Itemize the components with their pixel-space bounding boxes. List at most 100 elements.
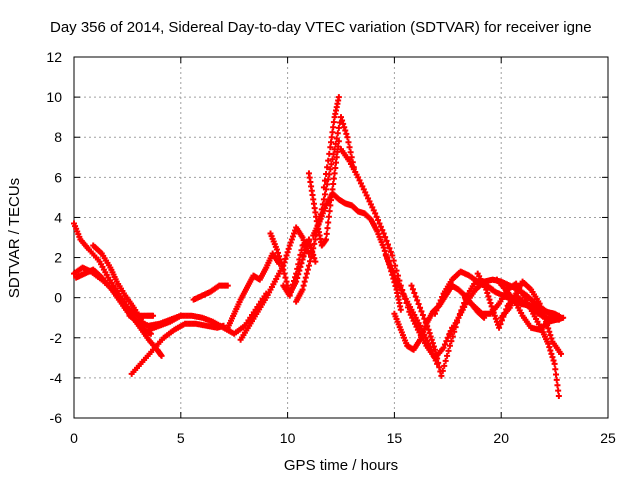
data-point xyxy=(334,130,341,137)
data-point xyxy=(387,262,394,269)
data-point xyxy=(392,275,399,282)
data-point xyxy=(278,259,285,266)
data-point xyxy=(386,245,393,252)
data-point xyxy=(497,321,504,328)
data-point xyxy=(547,332,554,339)
data-point xyxy=(437,297,444,304)
data-point xyxy=(379,227,386,234)
data-point xyxy=(433,307,440,314)
data-point xyxy=(539,309,546,316)
data-point xyxy=(489,306,496,313)
data-point xyxy=(300,253,307,260)
data-point xyxy=(555,392,562,399)
data-point xyxy=(366,198,373,205)
data-point xyxy=(487,300,494,307)
plot-frame xyxy=(73,56,609,419)
data-point xyxy=(342,127,349,134)
data-point xyxy=(431,310,438,317)
y-tick-label: 4 xyxy=(54,209,62,225)
data-point xyxy=(375,217,382,224)
data-point xyxy=(545,340,552,347)
data-point xyxy=(301,278,308,285)
data-point xyxy=(538,306,545,313)
data-point xyxy=(356,177,363,184)
data-point xyxy=(293,270,300,277)
data-point xyxy=(541,315,548,322)
data-point xyxy=(547,347,554,354)
series-track-12 xyxy=(280,238,319,299)
data-point xyxy=(548,350,555,357)
data-point xyxy=(546,344,553,351)
data-point xyxy=(414,297,421,304)
data-point xyxy=(381,247,388,254)
data-point xyxy=(389,269,396,276)
data-point xyxy=(310,245,317,252)
data-point xyxy=(436,364,443,371)
data-point xyxy=(411,289,418,296)
data-point xyxy=(288,285,295,292)
y-tick-label: 8 xyxy=(54,129,62,145)
data-point xyxy=(311,240,318,247)
data-point xyxy=(333,154,340,161)
data-point xyxy=(422,319,429,326)
data-point xyxy=(385,259,392,266)
data-point xyxy=(545,325,552,332)
data-point xyxy=(362,189,369,196)
data-point xyxy=(391,272,398,279)
data-point xyxy=(340,120,347,127)
data-point xyxy=(384,241,391,248)
data-point xyxy=(376,220,383,227)
data-point xyxy=(417,322,424,329)
data-point xyxy=(281,270,288,277)
grid-lines xyxy=(74,57,608,418)
data-point xyxy=(346,144,353,151)
data-point xyxy=(324,181,331,188)
data-point xyxy=(490,309,497,316)
data-point xyxy=(277,256,284,263)
data-point xyxy=(311,255,318,262)
data-point xyxy=(448,338,455,345)
data-point xyxy=(282,255,289,262)
series-track-25 xyxy=(493,276,567,333)
data-point xyxy=(367,201,374,208)
data-point xyxy=(288,236,295,243)
y-tick-label: 2 xyxy=(54,250,62,266)
data-point xyxy=(298,247,305,254)
y-tick-label: 0 xyxy=(54,290,62,306)
data-point xyxy=(426,330,433,337)
data-point xyxy=(554,382,561,389)
series-layer xyxy=(71,94,567,399)
data-point xyxy=(289,233,296,240)
x-tick-label: 0 xyxy=(70,430,78,446)
data-point xyxy=(551,360,558,367)
data-point xyxy=(329,156,336,163)
data-point xyxy=(442,357,449,364)
data-point xyxy=(418,308,425,315)
data-point xyxy=(483,286,490,293)
data-point xyxy=(380,244,387,251)
data-point xyxy=(397,284,404,291)
data-point xyxy=(553,376,560,383)
data-point xyxy=(419,312,426,319)
data-point xyxy=(309,249,316,256)
data-point xyxy=(328,161,335,168)
data-point xyxy=(397,306,404,313)
data-point xyxy=(398,287,405,294)
data-point xyxy=(327,144,334,151)
data-point xyxy=(328,134,335,141)
data-point xyxy=(553,371,560,378)
data-point xyxy=(339,117,346,124)
data-point xyxy=(390,257,397,264)
data-point xyxy=(439,367,446,374)
data-point xyxy=(372,210,379,217)
data-point xyxy=(409,286,416,293)
data-point xyxy=(335,94,342,101)
data-point xyxy=(370,207,377,214)
data-point xyxy=(301,249,308,256)
data-point xyxy=(292,274,299,281)
data-point xyxy=(327,166,334,173)
data-point xyxy=(320,184,327,191)
data-point xyxy=(357,180,364,187)
data-point xyxy=(546,328,553,335)
